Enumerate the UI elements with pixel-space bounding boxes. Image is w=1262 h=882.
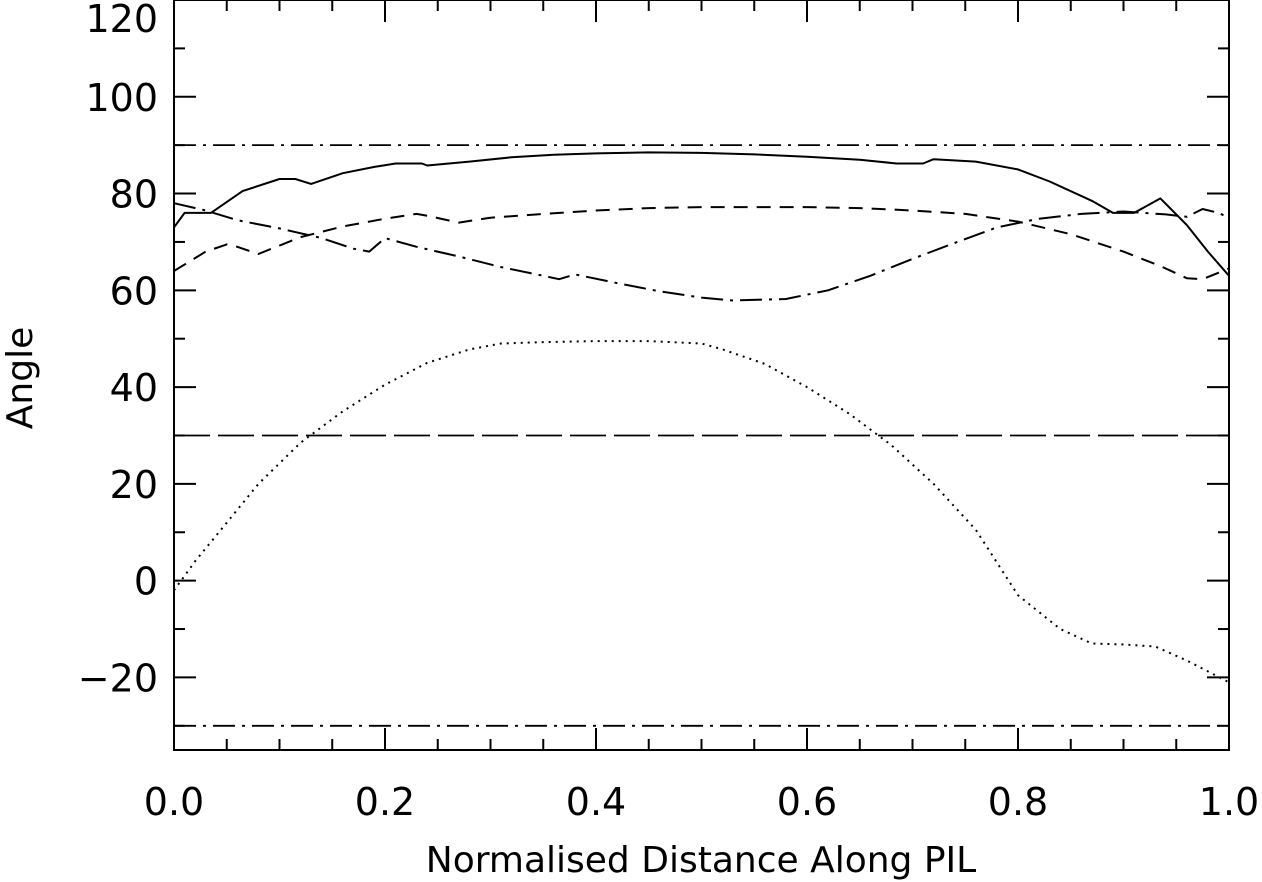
series-line-1-solid: [173, 151, 1230, 277]
x-tick-label: 0.0: [144, 780, 204, 824]
reference-lines: [174, 144, 1229, 727]
y-tick-label: 0: [134, 560, 158, 604]
x-tick-label: 0.8: [988, 780, 1048, 824]
series-line-4-dotted: [173, 340, 1230, 684]
x-axis-label: Normalised Distance Along PIL: [426, 840, 976, 881]
y-tick-label: 20: [110, 463, 158, 507]
x-tick-label: 1.0: [1199, 780, 1259, 824]
y-tick-label: 40: [110, 366, 158, 410]
x-tick-label: 0.2: [355, 780, 415, 824]
plot-frame: [173, 0, 1230, 751]
y-axis-label: Angle: [0, 327, 41, 429]
y-tick-labels: −20 0 20 40 60 80 100 120: [78, 0, 158, 700]
y-tick-label: −20: [78, 656, 158, 700]
axis-ticks: [173, 0, 1230, 750]
series-line-3-dash-dot: [173, 202, 1230, 302]
x-tick-label: 0.4: [566, 780, 626, 824]
x-tick-labels: 0.0 0.2 0.4 0.6 0.8 1.0: [144, 780, 1259, 824]
x-tick-label: 0.6: [777, 780, 837, 824]
series-line-2-dashed: [173, 206, 1230, 281]
y-tick-label: 120: [85, 0, 158, 41]
series-lines: [173, 151, 1230, 684]
y-tick-label: 60: [110, 269, 158, 313]
y-tick-label: 80: [110, 173, 158, 217]
y-tick-label: 100: [85, 76, 158, 120]
